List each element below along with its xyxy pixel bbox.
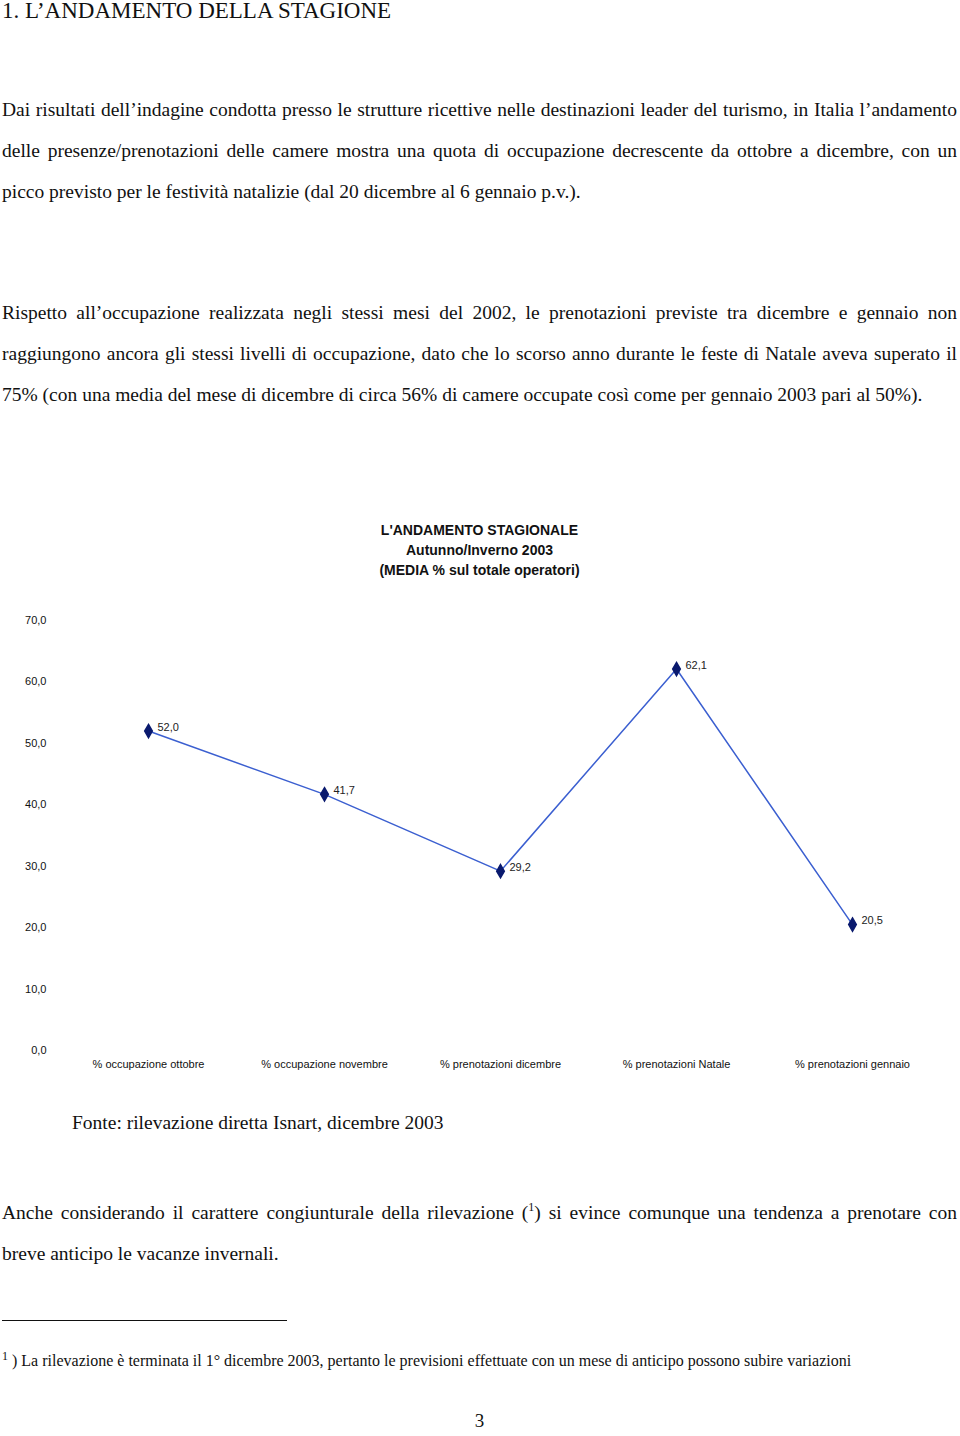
svg-text:40,0: 40,0 [25, 798, 46, 810]
html-text:3: 3 [474, 1410, 485, 1431]
html-text:1) La rilevazione è terminata: 1) La rilevazione è terminata il 1° dice… [2, 1349, 852, 1370]
html-text:Rispetto all’occupazione reali: Rispetto all’occupazione realizzata negl… [2, 302, 957, 405]
svg-text:% prenotazioni dicembre: % prenotazioni dicembre [440, 1058, 561, 1070]
svg-text:% occupazione ottobre: % occupazione ottobre [93, 1058, 205, 1070]
svg-text:60,0: 60,0 [25, 675, 46, 687]
html-text:Dai risultati dell’indagine co: Dai risultati dell’indagine condotta pre… [2, 99, 957, 202]
svg-text:10,0: 10,0 [25, 983, 46, 995]
html-text:Autunno/Inverno 2003: Autunno/Inverno 2003 [406, 542, 553, 558]
svg-text:% occupazione novembre: % occupazione novembre [261, 1058, 388, 1070]
html-text:(MEDIA % sul totale operatori): (MEDIA % sul totale operatori) [379, 562, 580, 578]
html-text:Anche considerando il caratter: Anche considerando il carattere congiunt… [2, 1200, 957, 1264]
svg-text:70,0: 70,0 [25, 614, 46, 626]
html-text:L'ANDAMENTO STAGIONALE: L'ANDAMENTO STAGIONALE [380, 522, 579, 538]
svg-text:20,5: 20,5 [862, 914, 883, 926]
svg-text:% prenotazioni gennaio: % prenotazioni gennaio [795, 1058, 910, 1070]
svg-text:62,1: 62,1 [686, 659, 707, 671]
svg-text:% prenotazioni Natale: % prenotazioni Natale [623, 1058, 731, 1070]
svg-text:41,7: 41,7 [334, 784, 355, 796]
svg-text:50,0: 50,0 [25, 737, 46, 749]
svg-text:20,0: 20,0 [25, 921, 46, 933]
html-text:Fonte: rilevazione diretta Isn: Fonte: rilevazione diretta Isnart, dicem… [72, 1112, 444, 1133]
svg-text:0,0: 0,0 [31, 1044, 46, 1056]
svg-text:52,0: 52,0 [158, 721, 179, 733]
svg-text:30,0: 30,0 [25, 860, 46, 872]
svg-text:29,2: 29,2 [510, 861, 531, 873]
